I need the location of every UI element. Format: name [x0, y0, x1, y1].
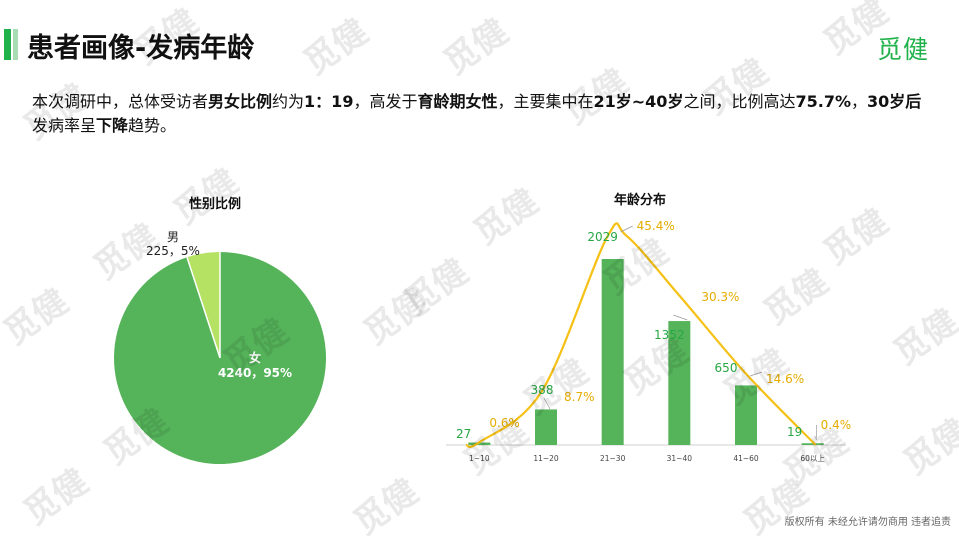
bar-value-label: 650	[715, 361, 738, 375]
bar-31~40	[668, 321, 691, 445]
pie-chart-title: 性别比例	[188, 197, 241, 212]
bar-chart-title: 年龄分布	[613, 193, 666, 208]
label-leader-line	[543, 397, 551, 410]
summary-segment: 1：19	[304, 92, 354, 111]
bar-value-label: 388	[531, 383, 554, 397]
summary-segment: 男女比例	[208, 92, 273, 111]
percent-label: 30.3%	[701, 290, 739, 304]
page-title: 患者画像-发病年龄	[27, 33, 255, 64]
bar-41~60	[735, 385, 757, 445]
title-accent-bar	[4, 29, 11, 60]
percent-label: 45.4%	[637, 219, 675, 233]
summary-segment: 之间，比例高达	[683, 92, 796, 111]
x-tick-label: 41~60	[733, 454, 759, 463]
bar-value-label: 19	[787, 425, 802, 439]
summary-text: 本次调研中，总体受访者男女比例约为1：19，高发于育龄期女性，主要集中在21岁~…	[32, 90, 932, 138]
brand-logo: 觅健	[876, 35, 929, 64]
bar-21~30	[601, 259, 624, 445]
copyright-footer: 版权所有 未经允许请勿商用 违者追责	[784, 517, 951, 528]
summary-segment: 发病率呈	[32, 116, 97, 135]
label-leader-line	[620, 225, 633, 233]
label-leader-line	[749, 371, 763, 377]
bar-value-label: 1352	[654, 328, 685, 342]
percent-label: 14.6%	[766, 372, 804, 386]
summary-segment: ，主要集中在	[497, 92, 594, 111]
bar-60以上	[801, 443, 824, 445]
title-accent-bar-light	[13, 29, 18, 60]
summary-segment: 育龄期女性	[417, 92, 498, 111]
label-leader-line	[673, 314, 688, 321]
bar-1~10	[468, 442, 491, 445]
x-tick-label: 31~40	[667, 454, 693, 463]
x-tick-label: 1~10	[469, 454, 490, 463]
summary-segment: 本次调研中，总体受访者	[32, 92, 209, 111]
summary-segment: 下降	[96, 116, 129, 135]
bar-11~20	[535, 409, 557, 445]
percent-label: 0.6%	[489, 416, 520, 430]
percent-label: 8.7%	[564, 390, 595, 404]
summary-segment: 约为	[272, 92, 305, 111]
summary-segment: 21岁~40岁	[593, 92, 684, 111]
percent-label: 0.4%	[821, 418, 852, 432]
summary-segment: 75.7%	[795, 92, 851, 111]
pie-label-male-name: 男	[167, 230, 179, 244]
x-tick-label: 60以上	[800, 454, 825, 463]
label-leader-line	[814, 435, 817, 441]
pie-label-female-value: 4240，95%	[218, 366, 292, 380]
summary-segment: 趋势。	[128, 116, 177, 135]
x-tick-label: 11~20	[533, 454, 559, 463]
summary-segment: 30岁后	[867, 92, 922, 111]
x-tick-label: 21~30	[600, 454, 626, 463]
summary-segment: ，	[850, 92, 867, 111]
pie-slice-divider	[186, 257, 221, 359]
summary-segment: ，高发于	[353, 92, 418, 111]
bar-value-label: 2029	[587, 230, 618, 244]
pie-label-male-value: 225，5%	[146, 244, 200, 258]
bar-value-label: 27	[456, 427, 471, 441]
percent-curve	[465, 222, 817, 449]
pie-label-female-name: 女	[249, 350, 261, 365]
